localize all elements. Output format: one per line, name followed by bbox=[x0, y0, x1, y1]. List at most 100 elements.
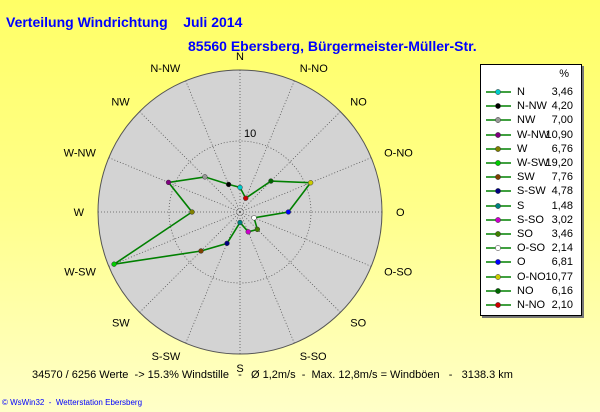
data-point bbox=[198, 248, 204, 254]
legend-label: O-NO bbox=[517, 270, 546, 283]
direction-label: N-NW bbox=[150, 63, 181, 75]
data-point bbox=[237, 184, 243, 191]
legend-value: 10,90 bbox=[545, 128, 573, 141]
data-point bbox=[237, 219, 243, 226]
legend-label: S-SO bbox=[517, 213, 544, 226]
legend-label: S bbox=[517, 199, 525, 212]
legend-item: W 6,76 bbox=[485, 142, 577, 156]
legend-value: 10,77 bbox=[545, 270, 573, 283]
footer-stats: 34570 / 6256 Werte -> 15.3% Windstille -… bbox=[32, 369, 513, 381]
direction-label: SW bbox=[112, 317, 130, 329]
data-point bbox=[251, 215, 257, 221]
legend-value: 2,10 bbox=[551, 299, 573, 311]
legend-label: S-SW bbox=[517, 185, 546, 198]
legend-label: SW bbox=[517, 171, 535, 184]
legend-value: 19,20 bbox=[545, 157, 573, 169]
legend-value: 6,81 bbox=[551, 256, 573, 269]
legend-swatch bbox=[486, 89, 511, 95]
legend-item: S 1,48 bbox=[485, 199, 577, 213]
data-point bbox=[285, 209, 292, 215]
direction-label: W-NW bbox=[64, 147, 97, 159]
legend-swatch bbox=[486, 188, 511, 195]
direction-label: W bbox=[74, 207, 85, 219]
legend-label: W-NW bbox=[517, 128, 550, 141]
legend-swatch bbox=[486, 302, 511, 308]
legend-swatch bbox=[486, 273, 511, 280]
chart-title: Verteilung Windrichtung Juli 2014 bbox=[6, 14, 243, 30]
legend-label: SO bbox=[517, 228, 533, 240]
legend-value: 7,00 bbox=[551, 114, 573, 127]
legend-swatch bbox=[486, 287, 511, 294]
legend-label: W-SW bbox=[517, 157, 549, 169]
data-point bbox=[225, 181, 232, 188]
legend-item: SO 3,46 bbox=[485, 227, 577, 241]
legend-item: NO 6,16 bbox=[485, 284, 577, 298]
legend-value: 7,76 bbox=[551, 171, 573, 184]
radial-tick-label: 10 bbox=[244, 128, 256, 140]
legend-label: O-SO bbox=[517, 242, 546, 255]
data-point bbox=[243, 195, 249, 201]
direction-label: O bbox=[396, 207, 405, 219]
direction-label: N bbox=[236, 51, 244, 63]
legend-label: N-NO bbox=[517, 299, 546, 311]
legend-item: O-NO 10,77 bbox=[485, 270, 577, 284]
legend-swatch bbox=[486, 216, 511, 223]
legend-swatch bbox=[486, 259, 511, 266]
legend-item: S-SO 3,02 bbox=[485, 213, 577, 227]
legend-item: W-SW 19,20 bbox=[485, 156, 577, 170]
legend-value: 2,14 bbox=[551, 242, 573, 255]
legend-item: O-SO 2,14 bbox=[485, 241, 577, 255]
grid-ring bbox=[168, 140, 312, 284]
legend-item: NW 7,00 bbox=[485, 113, 577, 127]
legend-swatch bbox=[486, 231, 511, 237]
legend-swatch bbox=[486, 117, 511, 124]
legend-label: O bbox=[517, 256, 526, 269]
direction-label: W-SW bbox=[64, 267, 96, 279]
direction-label: O-SO bbox=[384, 267, 413, 279]
direction-label: S bbox=[236, 363, 243, 375]
direction-label: SO bbox=[350, 317, 366, 329]
data-point bbox=[254, 226, 261, 233]
direction-label: NO bbox=[350, 97, 367, 109]
legend-label: W bbox=[517, 142, 528, 155]
legend-value: 4,78 bbox=[551, 185, 573, 198]
legend-label: N-NW bbox=[517, 100, 547, 113]
legend-swatch bbox=[486, 174, 511, 181]
direction-label: NW bbox=[111, 97, 130, 109]
data-point bbox=[307, 180, 314, 186]
data-point bbox=[224, 240, 230, 247]
legend-value: 3,46 bbox=[551, 228, 573, 240]
direction-label: S-SO bbox=[300, 351, 327, 363]
data-point bbox=[111, 261, 117, 267]
direction-label: O-NO bbox=[384, 147, 413, 159]
legend-value: 3,02 bbox=[551, 213, 573, 226]
legend-swatch bbox=[486, 245, 511, 252]
legend-item: O 6,81 bbox=[485, 255, 577, 269]
legend-item: N-NW 4,20 bbox=[485, 99, 577, 113]
footer-credit: © WsWin32 - Wetterstation Ebersberg bbox=[2, 398, 143, 407]
legend-swatch bbox=[486, 145, 511, 152]
direction-label: S-SW bbox=[152, 351, 181, 363]
data-point bbox=[165, 179, 172, 186]
data-point bbox=[202, 174, 208, 180]
legend-swatch bbox=[486, 160, 511, 166]
chart-subtitle: 85560 Ebersberg, Bürgermeister-Müller-St… bbox=[188, 38, 477, 54]
legend-item: S-SW 4,78 bbox=[485, 184, 577, 198]
legend-label: NO bbox=[517, 284, 534, 297]
legend-swatch bbox=[486, 103, 511, 110]
legend: % N 3,46 N-NW 4,20 NW 7,00 W-NW 10,90 W 6,76 W-SW 1… bbox=[480, 64, 582, 316]
legend-item: N-NO 2,10 bbox=[485, 298, 577, 312]
legend-value: 1,48 bbox=[551, 199, 573, 212]
legend-value: 3,46 bbox=[551, 86, 573, 98]
legend-item: W-NW 10,90 bbox=[485, 128, 577, 142]
data-point bbox=[268, 178, 274, 184]
legend-label: N bbox=[517, 86, 525, 98]
legend-item: SW 7,76 bbox=[485, 170, 577, 184]
legend-value: 4,20 bbox=[551, 100, 573, 113]
legend-value: 6,76 bbox=[551, 142, 573, 155]
direction-label: N-NO bbox=[300, 63, 329, 75]
legend-value: 6,16 bbox=[551, 284, 573, 297]
legend-item: N 3,46 bbox=[485, 85, 577, 99]
data-point bbox=[245, 229, 251, 235]
